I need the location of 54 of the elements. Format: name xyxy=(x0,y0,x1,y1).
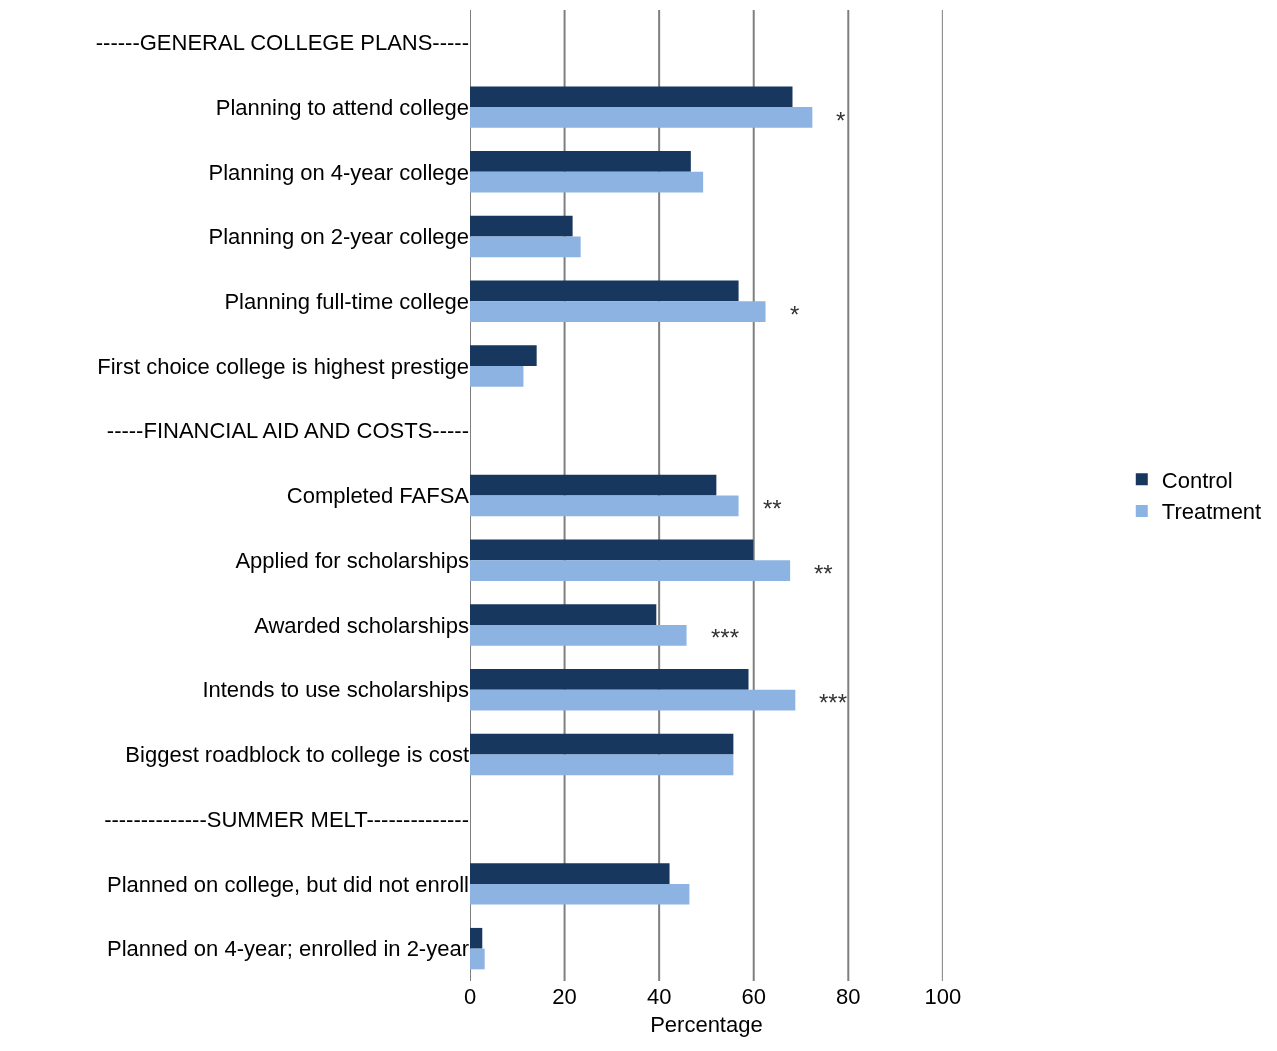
bar xyxy=(470,86,793,108)
x-axis-title: Percentage xyxy=(650,1011,763,1037)
annotation: *** xyxy=(711,624,740,651)
y-tick-label: Applied for scholarships xyxy=(235,547,469,573)
y-tick-label: Awarded scholarships xyxy=(254,612,469,638)
bar xyxy=(470,863,670,884)
annotation: * xyxy=(790,301,800,328)
x-tick-label: 60 xyxy=(741,984,766,1009)
bar xyxy=(470,604,657,625)
bar xyxy=(470,280,739,302)
y-tick-label: First choice college is highest prestige xyxy=(97,353,469,379)
bar xyxy=(470,754,734,776)
bar xyxy=(470,560,791,581)
y-tick-label: Biggest roadblock to college is cost xyxy=(125,742,469,768)
bar xyxy=(470,151,691,172)
y-tick-label: ------GENERAL COLLEGE PLANS----- xyxy=(95,30,469,56)
legend-label: Control xyxy=(1161,467,1233,493)
x-tick-label: 100 xyxy=(924,984,962,1009)
y-tick-label: Completed FAFSA xyxy=(286,483,470,509)
bar xyxy=(470,495,739,517)
bar xyxy=(470,689,796,711)
legend-label: Treatment xyxy=(1161,499,1262,525)
bar xyxy=(470,883,690,905)
bar xyxy=(470,366,524,387)
bar xyxy=(470,927,483,949)
annotation: *** xyxy=(819,689,848,716)
annotation: * xyxy=(836,107,846,134)
y-tick-label: Intends to use scholarships xyxy=(202,677,469,703)
y-tick-label: Planning on 2-year college xyxy=(208,224,469,250)
bar xyxy=(470,345,537,367)
annotation: ** xyxy=(763,495,782,522)
annotation: ** xyxy=(814,560,833,587)
y-tick-label: Planning to attend college xyxy=(215,94,469,120)
bar xyxy=(470,107,813,128)
x-tick-label: 20 xyxy=(552,984,577,1009)
bar xyxy=(470,624,687,646)
y-tick-label: Planning on 4-year college xyxy=(208,159,469,185)
x-tick-label: 80 xyxy=(836,984,861,1009)
bar xyxy=(470,948,485,970)
bar xyxy=(470,236,581,258)
x-tick-label: 40 xyxy=(646,984,672,1009)
bar xyxy=(470,474,717,496)
bar xyxy=(470,171,704,193)
y-tick-label: Planning full-time college xyxy=(224,289,469,314)
bar xyxy=(470,733,734,755)
bar xyxy=(470,215,573,237)
y-tick-label: Planned on 4-year; enrolled in 2-year xyxy=(106,936,469,962)
x-tick-label: 0 xyxy=(463,984,477,1009)
y-tick-label: -----FINANCIAL AID AND COSTS----- xyxy=(106,418,469,444)
bar xyxy=(470,539,754,561)
y-tick-label: Planned on college, but did not enroll xyxy=(106,871,469,897)
y-tick-label: --------------SUMMER MELT-------------- xyxy=(104,806,469,832)
bar xyxy=(470,301,766,323)
bar xyxy=(470,668,749,690)
